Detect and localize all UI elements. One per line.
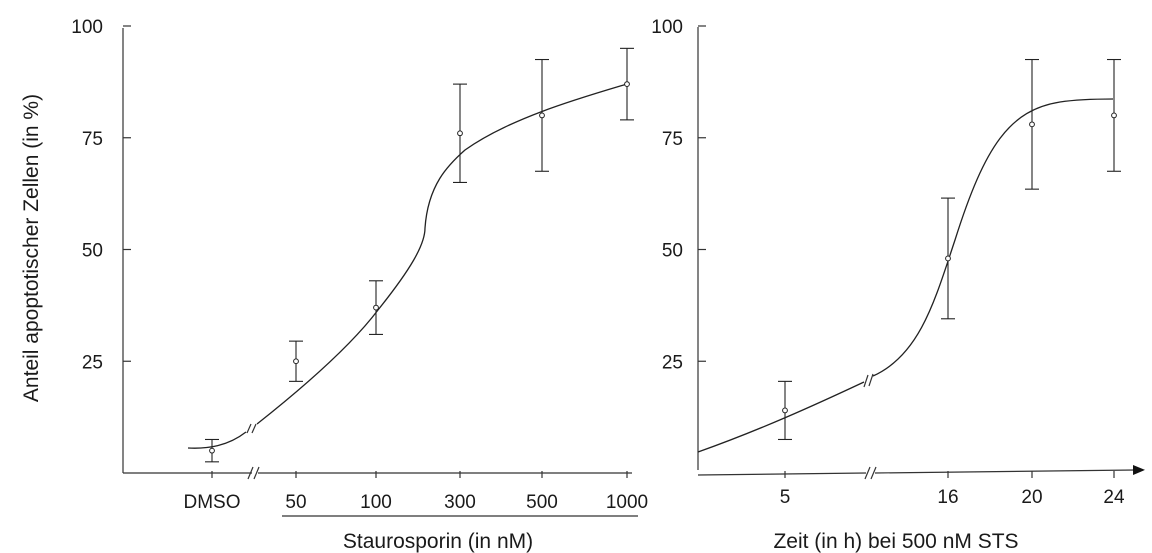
left-data-point <box>539 112 545 119</box>
right-data-point <box>1029 121 1035 128</box>
left-x-tick-label: 1000 <box>606 492 648 513</box>
right-fit-curve-part-2 <box>872 98 1114 377</box>
left-fit-curve-part-1 <box>187 431 247 449</box>
right-y-tick-label: 75 <box>662 129 683 150</box>
right-y-tick-label: 100 <box>651 17 683 38</box>
right-data-point <box>1111 112 1117 119</box>
left-data-point <box>373 304 379 311</box>
left-x-axis-break <box>247 466 260 480</box>
right-x-axis-break <box>864 466 877 480</box>
left-fit-curve-part-2 <box>256 83 628 425</box>
right-y-ticks: 25 50 75 100 <box>651 17 706 373</box>
right-data-point <box>945 255 951 262</box>
chart-right: 25 50 75 100 5 16 20 24 Zeit (in h) bei 500 nM… <box>651 17 1145 553</box>
left-y-tick-label: 100 <box>71 17 103 38</box>
right-x-tick-label: 5 <box>780 487 791 508</box>
left-curve-break <box>246 423 257 434</box>
left-x-tick-label: 500 <box>526 492 558 513</box>
right-data-marks <box>778 58 1121 441</box>
left-data-point <box>293 358 299 365</box>
left-y-tick-label: 75 <box>82 129 103 150</box>
right-x-ticks: 5 16 20 24 <box>780 471 1125 508</box>
right-x-tick-label: 16 <box>937 487 958 508</box>
left-data-marks <box>205 47 634 463</box>
right-data-point <box>782 407 788 414</box>
left-x-tick-label: DMSO <box>184 492 241 513</box>
right-curve-break <box>863 373 874 388</box>
left-x-ticks: DMSO 50 100 300 500 1000 <box>184 471 648 513</box>
left-y-tick-label: 50 <box>82 241 103 262</box>
right-y-tick-label: 50 <box>662 241 683 262</box>
left-x-axis-label: Staurosporin (in nM) <box>343 530 533 553</box>
right-x-axis-label: Zeit (in h) bei 500 nM STS <box>773 530 1018 553</box>
y-axis-label: Anteil apoptotischer Zellen (in %) <box>20 94 43 402</box>
right-x-tick-label: 24 <box>1103 487 1125 508</box>
chart-left: 25 50 75 100 DMSO 50 100 300 500 1000 Staurospor… <box>20 17 648 553</box>
left-data-point <box>624 81 630 88</box>
left-y-ticks: 25 50 75 100 <box>71 17 131 373</box>
left-data-point <box>209 447 215 454</box>
right-x-axis-arrow <box>874 465 1145 476</box>
left-x-tick-label: 50 <box>285 492 306 513</box>
left-data-point <box>457 130 463 137</box>
right-x-tick-label: 20 <box>1021 487 1042 508</box>
left-x-tick-label: 300 <box>444 492 476 513</box>
right-x-axis-segment-1 <box>697 472 867 476</box>
left-y-tick-label: 25 <box>82 352 103 373</box>
left-x-tick-label: 100 <box>360 492 392 513</box>
right-y-tick-label: 25 <box>662 352 683 373</box>
right-fit-curve-part-1 <box>697 381 865 453</box>
